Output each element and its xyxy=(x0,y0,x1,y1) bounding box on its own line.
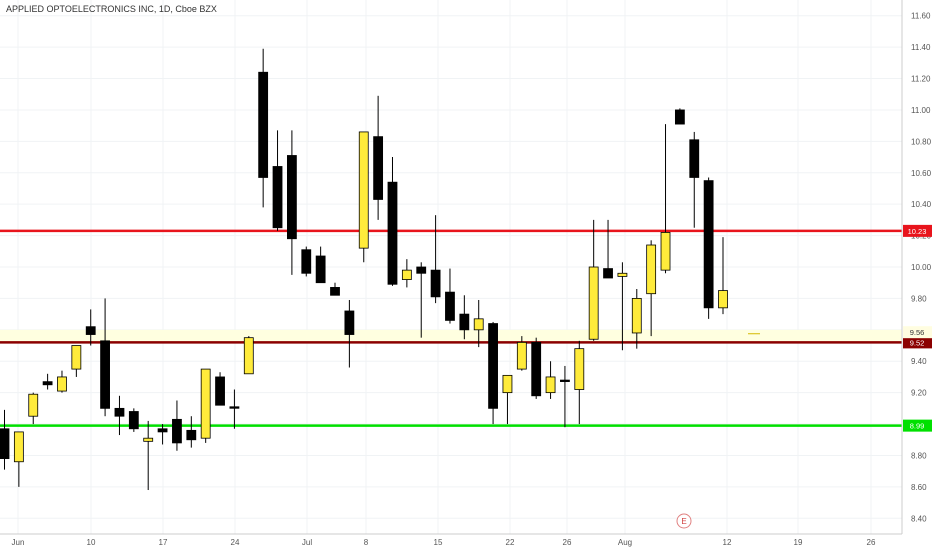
y-tick-label: 11.40 xyxy=(911,43,931,52)
candle-body xyxy=(100,340,110,409)
candle-body xyxy=(560,379,570,382)
y-tick-label: 11.20 xyxy=(911,75,931,84)
candle-body xyxy=(128,411,139,430)
candle-body xyxy=(646,244,657,295)
candle-body xyxy=(603,268,613,279)
x-tick-label: 24 xyxy=(231,538,240,547)
highlight-band xyxy=(0,329,902,343)
x-tick-label: 22 xyxy=(506,538,515,547)
candle-body xyxy=(617,272,628,277)
x-tick-label: Aug xyxy=(618,538,632,547)
x-tick-label: 8 xyxy=(364,538,369,547)
candle-body xyxy=(358,131,369,249)
x-tick-label: Jun xyxy=(12,538,25,547)
candle-body xyxy=(229,406,240,409)
candle-body xyxy=(416,266,427,274)
candle-body xyxy=(502,374,513,394)
candle-body xyxy=(215,376,225,406)
candle-body xyxy=(315,255,326,284)
candle-body xyxy=(473,318,484,331)
candle-body xyxy=(588,266,599,340)
candle-body xyxy=(85,326,96,335)
x-tick-label: 15 xyxy=(434,538,443,547)
x-tick-label: 19 xyxy=(794,538,803,547)
y-tick-label: 11.60 xyxy=(911,12,931,21)
candle-body xyxy=(689,139,700,178)
candle-body xyxy=(459,313,470,331)
y-tick-label: 9.40 xyxy=(911,357,927,366)
candle-body xyxy=(13,431,24,463)
chart-title: APPLIED OPTOELECTRONICS INC, 1D, Cboe BZ… xyxy=(6,4,217,14)
price-label-box xyxy=(903,224,932,237)
candle-body xyxy=(660,232,671,271)
price-label-box xyxy=(903,326,932,339)
price-label: 9.52 xyxy=(910,338,925,347)
candle-body xyxy=(344,310,355,335)
y-tick-label: 8.80 xyxy=(911,451,927,460)
price-label: 8.99 xyxy=(910,422,925,431)
y-tick-label: 10.60 xyxy=(911,169,932,178)
x-tick-label: 26 xyxy=(563,538,572,547)
y-tick-label: 9.80 xyxy=(911,294,927,303)
candle-body xyxy=(28,393,39,417)
y-tick-label: 11.00 xyxy=(911,106,931,115)
candle-body xyxy=(445,291,455,321)
candle-body xyxy=(703,180,714,309)
candle-body xyxy=(258,71,269,178)
y-tick-label: 8.40 xyxy=(911,514,927,523)
candle-body xyxy=(545,376,556,394)
x-tick-label: 12 xyxy=(723,538,732,547)
price-label-box xyxy=(903,336,932,349)
x-tick-label: Jul xyxy=(302,538,312,547)
earnings-marker xyxy=(676,513,692,529)
candle-body xyxy=(272,166,283,229)
candle-body xyxy=(488,323,498,409)
candle-body xyxy=(0,428,10,460)
candle-body xyxy=(200,368,211,439)
y-tick-label: 10.80 xyxy=(911,137,932,146)
candle-body xyxy=(172,418,182,444)
candle-body xyxy=(516,341,527,370)
price-label-box xyxy=(903,419,932,432)
x-tick-label: 26 xyxy=(867,538,876,547)
price-label: 10.23 xyxy=(908,227,927,236)
candle-body xyxy=(71,345,82,370)
x-tick-label: 17 xyxy=(159,538,168,547)
candle-body xyxy=(631,298,642,334)
candle-body xyxy=(301,249,312,274)
candle-body xyxy=(574,348,585,390)
y-tick-label: 10.40 xyxy=(911,200,932,209)
candle-body xyxy=(157,428,168,433)
candle-body xyxy=(401,269,412,280)
candle-body xyxy=(531,341,542,397)
candle-body xyxy=(143,437,154,442)
candle-body xyxy=(243,337,254,375)
y-tick-label: 9.20 xyxy=(911,389,927,398)
candle-body xyxy=(57,376,67,392)
candle-body xyxy=(674,109,685,125)
candle-body xyxy=(430,269,441,298)
x-tick-label: 10 xyxy=(87,538,96,547)
candle-body xyxy=(186,429,197,441)
candle-body xyxy=(718,290,728,309)
y-tick-label: 10.00 xyxy=(911,263,932,272)
candle-body xyxy=(330,287,340,296)
candle-body xyxy=(286,155,297,240)
y-tick-label: 8.60 xyxy=(911,483,927,492)
earnings-marker-label: E xyxy=(681,517,686,526)
candle-body xyxy=(387,181,398,285)
candle-body xyxy=(373,136,384,200)
candle-body xyxy=(42,381,53,386)
price-label: 9.56 xyxy=(910,328,925,337)
candle-body xyxy=(114,407,125,417)
